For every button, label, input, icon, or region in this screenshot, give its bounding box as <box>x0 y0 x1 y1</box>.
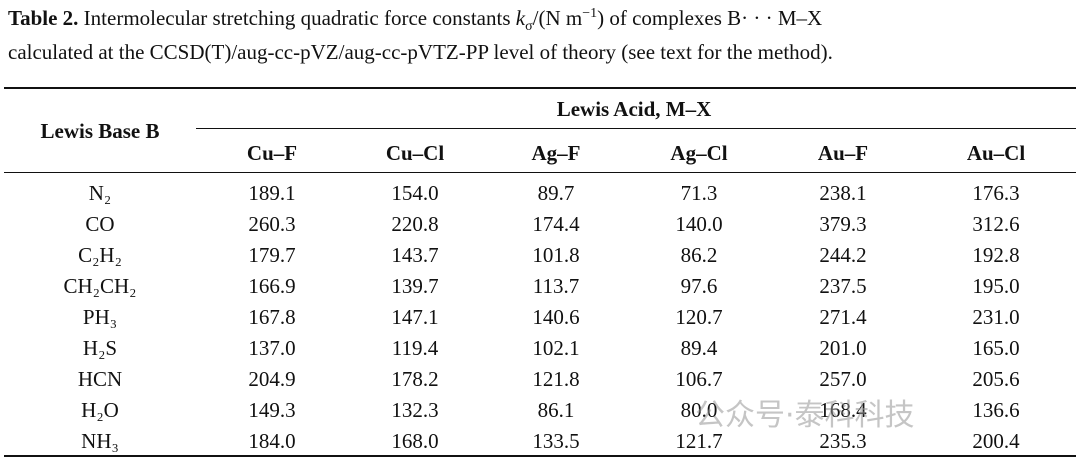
bottom-rule <box>4 455 1076 457</box>
value-cell: 260.3 <box>248 212 296 236</box>
value-cell: 165.0 <box>972 336 1020 360</box>
value-cell: 121.7 <box>675 429 723 453</box>
value-cell: 86.2 <box>680 243 718 267</box>
caption-symbol: k <box>515 6 526 30</box>
caption-text: /(N m <box>532 6 583 30</box>
value-cell: 113.7 <box>532 274 580 298</box>
value-cell: 168.0 <box>391 429 439 453</box>
caption-text: ) of complexes B· · · M–X <box>597 6 823 30</box>
value-cell: 71.3 <box>680 181 718 205</box>
base-cell: PH₃ <box>82 305 118 329</box>
top-rule <box>4 87 1076 89</box>
base-cell: CO <box>85 212 115 236</box>
value-cell: 195.0 <box>972 274 1020 298</box>
value-cell: 201.0 <box>819 336 867 360</box>
value-cell: 80.0 <box>680 398 718 422</box>
column-header: Cu–F <box>246 141 298 165</box>
value-cell: 178.2 <box>391 367 439 391</box>
value-cell: 167.8 <box>248 305 296 329</box>
value-cell: 220.8 <box>391 212 439 236</box>
value-cell: 120.7 <box>675 305 723 329</box>
value-cell: 97.6 <box>680 274 718 298</box>
watermark: 公众号·泰科科技 <box>695 398 915 433</box>
value-cell: 271.4 <box>819 305 867 329</box>
value-cell: 140.6 <box>532 305 580 329</box>
value-cell: 379.3 <box>819 212 867 236</box>
value-cell: 101.8 <box>532 243 580 267</box>
row-header: Lewis Base B <box>40 119 160 143</box>
column-header: Au–Cl <box>966 141 1026 165</box>
value-cell: 143.7 <box>391 243 439 267</box>
base-cell: N₂ <box>88 181 112 205</box>
value-cell: 238.1 <box>819 181 867 205</box>
base-cell: CH₂CH₂ <box>63 274 137 298</box>
value-cell: 137.0 <box>248 336 296 360</box>
value-cell: 312.6 <box>972 212 1020 236</box>
group-header: Lewis Acid, M–X <box>556 97 712 121</box>
value-cell: 168.4 <box>819 398 867 422</box>
column-header: Ag–F <box>531 141 581 165</box>
value-cell: 179.7 <box>248 243 296 267</box>
value-cell: 174.4 <box>532 212 580 236</box>
value-cell: 205.6 <box>972 367 1020 391</box>
base-cell: HCN <box>77 367 123 391</box>
value-cell: 192.8 <box>972 243 1020 267</box>
value-cell: 154.0 <box>391 181 439 205</box>
value-cell: 133.5 <box>532 429 580 453</box>
caption-line-1: Table 2. Intermolecular stretching quadr… <box>8 6 822 35</box>
base-cell: C₂H₂ <box>78 243 122 267</box>
column-header: Ag–Cl <box>670 141 728 165</box>
value-cell: 140.0 <box>675 212 723 236</box>
value-cell: 235.3 <box>819 429 867 453</box>
base-cell: H₂O <box>81 398 119 422</box>
column-header: Au–F <box>817 141 869 165</box>
value-cell: 184.0 <box>248 429 296 453</box>
value-cell: 102.1 <box>532 336 580 360</box>
value-cell: 89.4 <box>680 336 718 360</box>
caption-label: Table 2. <box>8 6 79 30</box>
value-cell: 86.1 <box>537 398 575 422</box>
value-cell: 166.9 <box>248 274 296 298</box>
base-cell: NH₃ <box>81 429 119 453</box>
mid-rule <box>196 128 1076 129</box>
base-cell: H₂S <box>82 336 118 360</box>
caption-line-2: calculated at the CCSD(T)/aug-cc-pVZ/aug… <box>8 40 833 64</box>
value-cell: 121.8 <box>532 367 580 391</box>
value-cell: 200.4 <box>972 429 1020 453</box>
value-cell: 147.1 <box>391 305 439 329</box>
caption-subscript: σ <box>525 19 533 35</box>
value-cell: 231.0 <box>972 305 1020 329</box>
column-header: Cu–Cl <box>385 141 445 165</box>
value-cell: 149.3 <box>248 398 296 422</box>
value-cell: 106.7 <box>675 367 723 391</box>
value-cell: 132.3 <box>391 398 439 422</box>
value-cell: 204.9 <box>248 367 296 391</box>
caption-text: Intermolecular stretching quadratic forc… <box>83 6 516 30</box>
header-rule <box>4 172 1076 173</box>
value-cell: 176.3 <box>972 181 1020 205</box>
caption-superscript: −1 <box>582 6 598 21</box>
value-cell: 119.4 <box>391 336 439 360</box>
value-cell: 244.2 <box>819 243 867 267</box>
value-cell: 136.6 <box>972 398 1020 422</box>
value-cell: 237.5 <box>819 274 867 298</box>
value-cell: 257.0 <box>819 367 867 391</box>
value-cell: 89.7 <box>537 181 575 205</box>
value-cell: 189.1 <box>248 181 296 205</box>
value-cell: 139.7 <box>391 274 439 298</box>
